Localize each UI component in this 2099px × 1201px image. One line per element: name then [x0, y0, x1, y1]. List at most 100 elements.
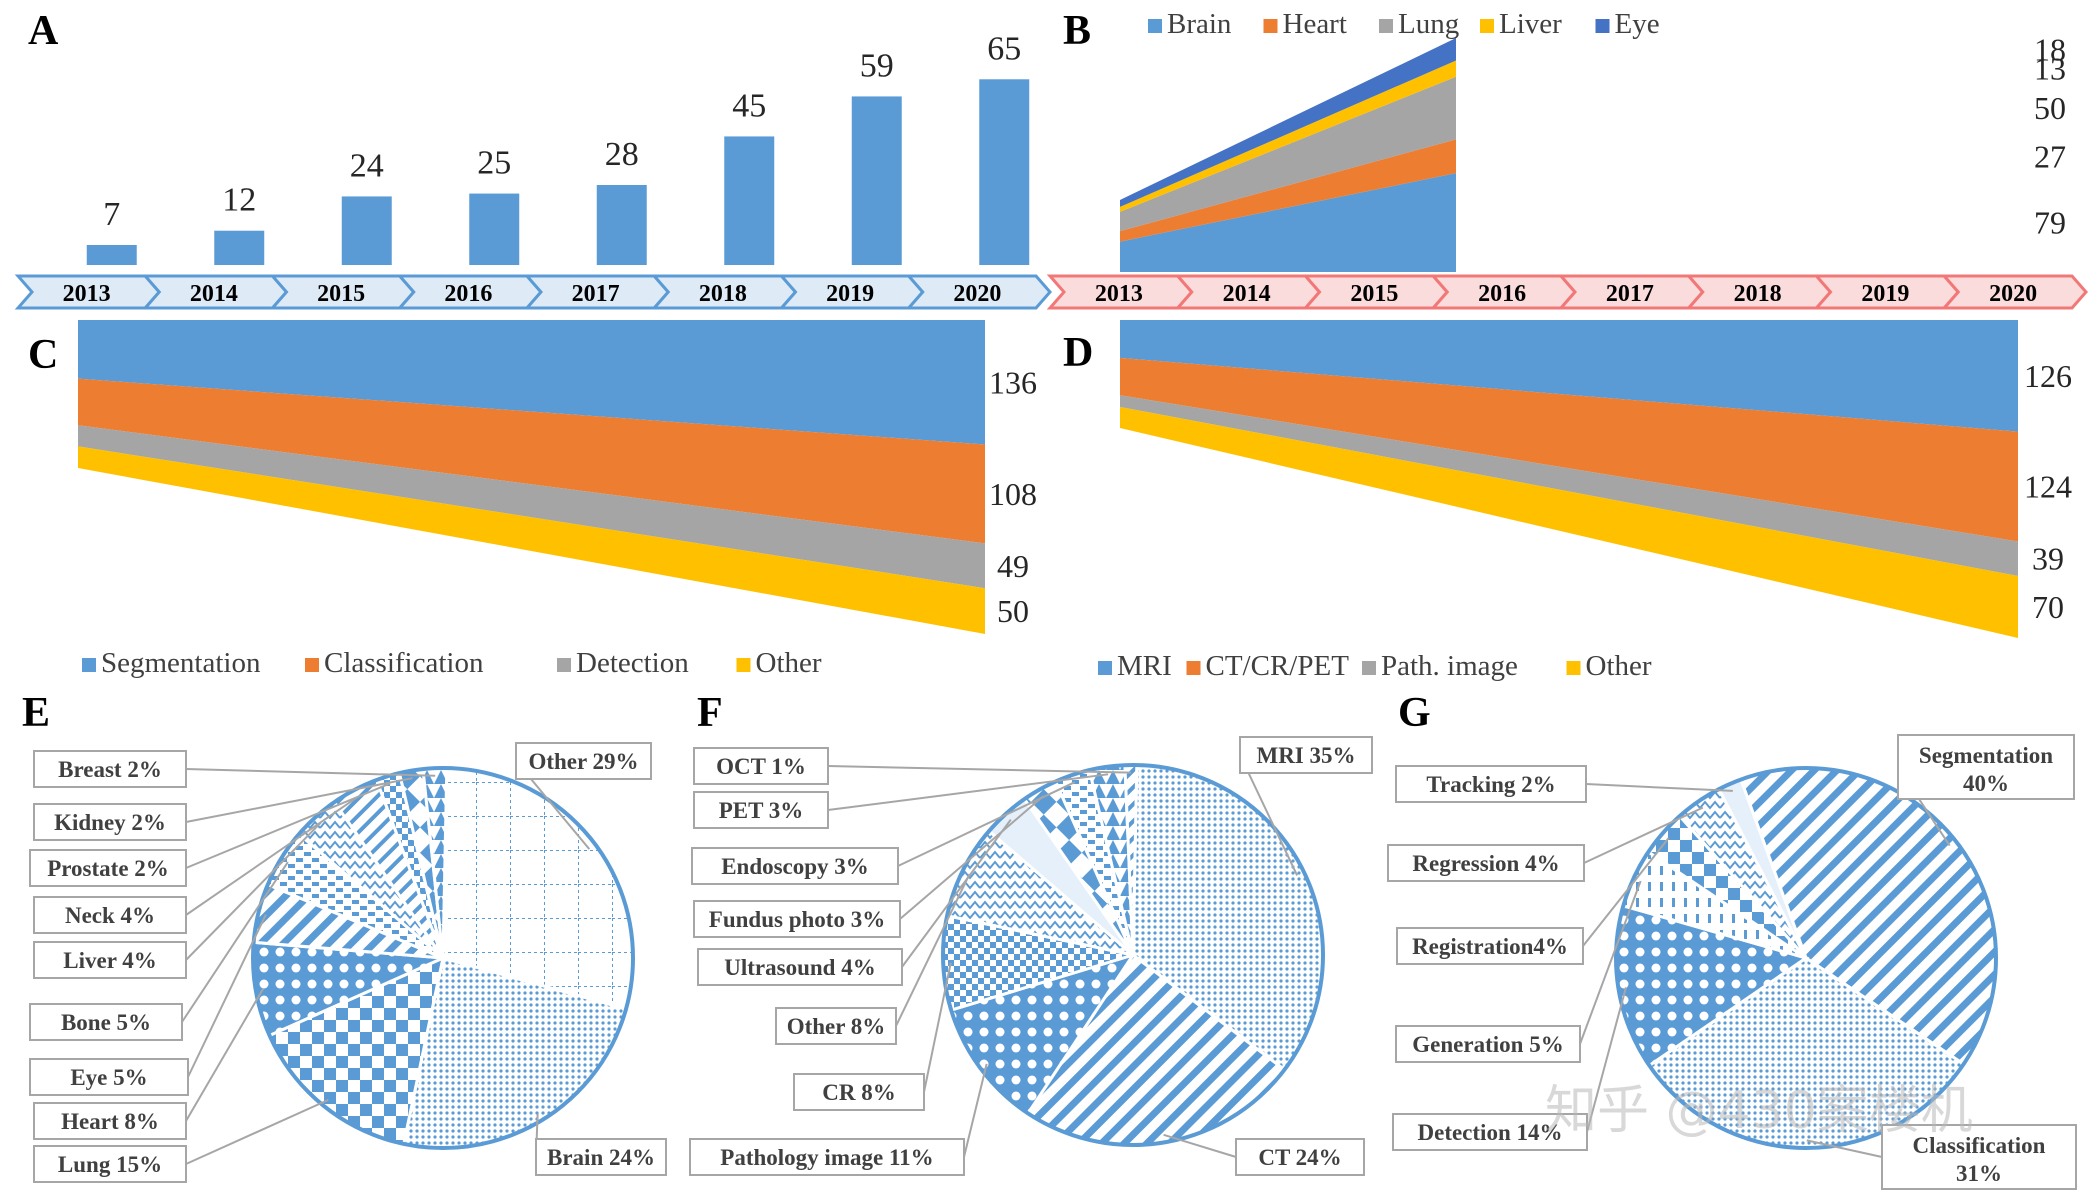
area-path-image: [1120, 395, 2018, 576]
pie-leader-mri-35: [1239, 754, 1299, 876]
pie-label-generation-5: Generation 5%: [1412, 1032, 1563, 1057]
timeline-year-2013: 2013: [1095, 281, 1143, 307]
pie-outline: [941, 763, 1325, 1147]
pie-label-ultrasound-4: Ultrasound 4%: [724, 955, 875, 980]
legend-label-classification: Classification: [324, 647, 484, 679]
legend-swatch-lung: [1379, 19, 1393, 33]
panel-f-modality-pie: MRI 35% CT 24% Pathology image 11% CR 8% Oth…: [689, 736, 1373, 1176]
pie-leader-kidney-2: [185, 777, 413, 823]
pie-label-box-tracking-2: [1395, 765, 1587, 803]
pie-label-box-segmentation-40: [1897, 734, 2075, 800]
area-detection: [78, 425, 985, 589]
timeline-year-2016: 2016: [444, 281, 492, 307]
area-value-other: 50: [997, 593, 1029, 629]
pie-label-other-29: Other 29%: [528, 749, 638, 774]
pie-leader-eye-5: [187, 914, 267, 1078]
timeline-year-2020: 2020: [953, 281, 1001, 307]
legend-swatch-other: [1566, 661, 1581, 675]
pie-label-box-classification-31: [1881, 1124, 2077, 1190]
timeline-year-2015: 2015: [317, 281, 365, 307]
area-other: [78, 446, 985, 634]
pie-label-neck-4: Neck 4%: [65, 903, 155, 928]
pie-label-box-neck-4: [33, 896, 187, 934]
panel-e-organ-pie: Other 29% Brain 24% Lung 15% Heart 8% Eye 5%…: [29, 742, 667, 1183]
bar-2019: [851, 96, 902, 265]
area-value-detection: 49: [997, 548, 1029, 584]
pie-leader-bone-5: [181, 861, 289, 1023]
panel-d-modality-area: 126 124 39 70 MRI CT/CR/PET Path. image Other: [1098, 320, 2072, 682]
bar-2015: [341, 196, 392, 265]
timeline-year-2020: 2020: [1989, 281, 2037, 307]
pie-label-box-bone-5: [29, 1003, 183, 1041]
pie-leader-endoscopy-3: [897, 781, 1076, 867]
panel-g-task-pie: Segmentation 40% Classification 31% Detectio…: [1387, 734, 2077, 1190]
pie-label-box-lung-15: [33, 1145, 187, 1183]
pie-label-box-eye-5: [29, 1058, 189, 1096]
pie-label-bone-5: Bone 5%: [61, 1010, 151, 1035]
area-value-mri: 126: [2024, 358, 2072, 394]
pie-leader-other-8: [895, 873, 971, 1027]
pie-label-tracking-2: Tracking 2%: [1426, 772, 1555, 797]
legend-swatch-detection: [557, 658, 571, 672]
legend-label-detection: Detection: [576, 647, 689, 679]
pie-label-detection-14: Detection 14%: [1418, 1120, 1563, 1145]
timeline-year-2017: 2017: [1606, 281, 1654, 307]
pie-label-box-regression-4: [1387, 844, 1585, 882]
area-other: [1120, 406, 2018, 638]
timeline-year-2014: 2014: [1223, 281, 1271, 307]
pie-label-liver-4: Liver 4%: [63, 948, 156, 973]
pie-label-other-8: Other 8%: [787, 1014, 886, 1039]
legend-label-mri: MRI: [1117, 650, 1172, 682]
panel-letter-F: F: [697, 690, 723, 736]
timeline-year-2019: 2019: [826, 281, 874, 307]
pie-leader-detection-14: [1586, 987, 1627, 1133]
pie-label-box-heart-8: [33, 1102, 187, 1140]
panel-letter-G: G: [1398, 690, 1431, 736]
pie-label-box-ultrasound-4: [697, 948, 903, 986]
timeline-step-2020: [1940, 274, 2088, 310]
pie-leader-generation-5: [1579, 880, 1642, 1045]
pie-label-box-other-8: [775, 1007, 897, 1045]
pie-leader-pathology-image-11: [963, 1063, 988, 1158]
pie-label-regression-4: Regression 4%: [1412, 851, 1559, 876]
pie-label-box-cr-8: [793, 1073, 925, 1111]
timeline-year-2014: 2014: [190, 281, 238, 307]
pie-label-box-mri-35: [1239, 736, 1373, 774]
pie-leader-breast-2: [185, 768, 436, 777]
area-classification: [78, 378, 985, 544]
legend-swatch-other: [736, 658, 751, 672]
area-value-brain: 79: [2034, 205, 2066, 241]
bar-label-2016: 25: [477, 145, 511, 182]
legend-label-other: Other: [756, 647, 822, 679]
area-value-other: 70: [2032, 589, 2064, 625]
bar-2020: [979, 79, 1030, 266]
bar-label-2020: 65: [987, 30, 1021, 67]
legend-label-path-image: Path. image: [1381, 650, 1518, 682]
bar-2016: [469, 193, 520, 265]
area-segmentation: [78, 320, 985, 445]
legend-swatch-ct-cr-pet: [1186, 661, 1201, 675]
legend-label-ct-cr-pet: CT/CR/PET: [1206, 650, 1350, 682]
area-eye: [1120, 38, 1456, 207]
pie-leader-prostate-2: [185, 782, 391, 869]
area-heart: [1120, 139, 1456, 242]
timeline-year-2016: 2016: [1478, 281, 1526, 307]
pie-leader-ct-24: [1163, 1133, 1237, 1158]
bar-2013: [86, 245, 137, 265]
pie-label-box-brain-24: [535, 1138, 667, 1176]
panel-letter-C: C: [28, 332, 58, 378]
legend-label-segmentation: Segmentation: [101, 647, 261, 679]
legend-swatch-eye: [1595, 19, 1610, 33]
pie-label-box-kidney-2: [33, 803, 187, 841]
pie-label-ct-24: CT 24%: [1258, 1145, 1341, 1170]
legend-label-lung: Lung: [1398, 8, 1459, 40]
legend-label-brain: Brain: [1167, 8, 1232, 40]
area-value-heart: 27: [2034, 138, 2066, 174]
pie-leader-ultrasound-4: [901, 818, 1012, 968]
area-brain: [1120, 173, 1456, 272]
bar-label-2018: 45: [732, 87, 766, 124]
pie-leader-pet-3: [827, 773, 1109, 811]
pie-label-box-fundus-photo-3: [693, 900, 901, 938]
bar-label-2013: 7: [103, 196, 120, 233]
